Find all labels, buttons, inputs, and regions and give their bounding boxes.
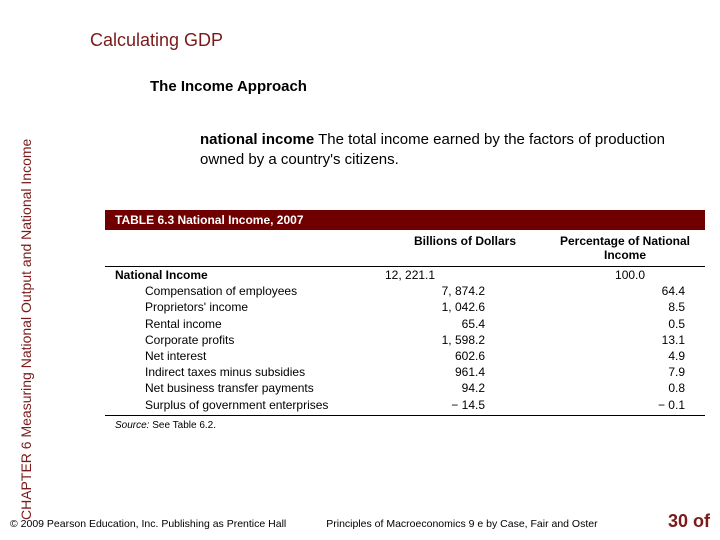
row-dollars: 961.4 (385, 364, 545, 380)
table-row: Compensation of employees7, 874.264.4 (105, 283, 705, 299)
table-row: Indirect taxes minus subsidies961.47.9 (105, 364, 705, 380)
row-dollars: 1, 042.6 (385, 299, 545, 315)
source-text: See Table 6.2. (149, 420, 216, 431)
definition-term: national income (200, 131, 314, 148)
table-row: Surplus of government enterprises− 14.5−… (105, 397, 705, 413)
row-percentage: 7.9 (545, 364, 705, 380)
row-label: Net business transfer payments (105, 380, 385, 396)
row-label: Indirect taxes minus subsidies (105, 364, 385, 380)
page-footer: © 2009 Pearson Education, Inc. Publishin… (10, 511, 710, 532)
page-title: Calculating GDP (90, 30, 223, 51)
table-row: National Income12, 221.1100.0 (105, 267, 705, 283)
table-header-blank (105, 230, 385, 266)
row-label: Corporate profits (105, 332, 385, 348)
row-label: National Income (105, 267, 385, 283)
row-label: Proprietors' income (105, 299, 385, 315)
row-dollars: 1, 598.2 (385, 332, 545, 348)
row-dollars: 7, 874.2 (385, 283, 545, 299)
table-header-percentage: Percentage of National Income (545, 230, 705, 266)
table-row: Proprietors' income1, 042.68.5 (105, 299, 705, 315)
row-dollars: − 14.5 (385, 397, 545, 413)
national-income-table: TABLE 6.3 National Income, 2007 Billions… (105, 210, 705, 431)
row-dollars: 12, 221.1 (385, 267, 545, 283)
copyright-text: © 2009 Pearson Education, Inc. Publishin… (10, 518, 286, 530)
table-title: TABLE 6.3 National Income, 2007 (105, 210, 705, 230)
table-body: National Income12, 221.1100.0Compensatio… (105, 267, 705, 413)
term-definition: national income The total income earned … (200, 130, 670, 171)
row-label: Net interest (105, 348, 385, 364)
row-dollars: 602.6 (385, 348, 545, 364)
row-percentage: 0.5 (545, 316, 705, 332)
row-dollars: 94.2 (385, 380, 545, 396)
row-percentage: 4.9 (545, 348, 705, 364)
table-header-row: Billions of Dollars Percentage of Nation… (105, 230, 705, 267)
table-source: Source: See Table 6.2. (105, 415, 705, 431)
source-label: Source: (115, 420, 149, 431)
book-title-text: Principles of Macroeconomics 9 e by Case… (326, 518, 597, 530)
row-percentage: 13.1 (545, 332, 705, 348)
table-row: Net business transfer payments94.20.8 (105, 380, 705, 396)
row-label: Rental income (105, 316, 385, 332)
table-header-dollars: Billions of Dollars (385, 230, 545, 266)
row-percentage: − 0.1 (545, 397, 705, 413)
row-percentage: 0.8 (545, 380, 705, 396)
table-row: Rental income65.40.5 (105, 316, 705, 332)
row-label: Surplus of government enterprises (105, 397, 385, 413)
section-subtitle: The Income Approach (150, 78, 307, 95)
page-number: 30 of (668, 511, 710, 532)
row-percentage: 64.4 (545, 283, 705, 299)
row-label: Compensation of employees (105, 283, 385, 299)
table-row: Net interest602.64.9 (105, 348, 705, 364)
row-percentage: 100.0 (545, 267, 705, 283)
row-percentage: 8.5 (545, 299, 705, 315)
chapter-sidebar-label: CHAPTER 6 Measuring National Output and … (18, 139, 34, 520)
slide-page: Calculating GDP The Income Approach CHAP… (0, 0, 720, 540)
row-dollars: 65.4 (385, 316, 545, 332)
table-row: Corporate profits1, 598.213.1 (105, 332, 705, 348)
